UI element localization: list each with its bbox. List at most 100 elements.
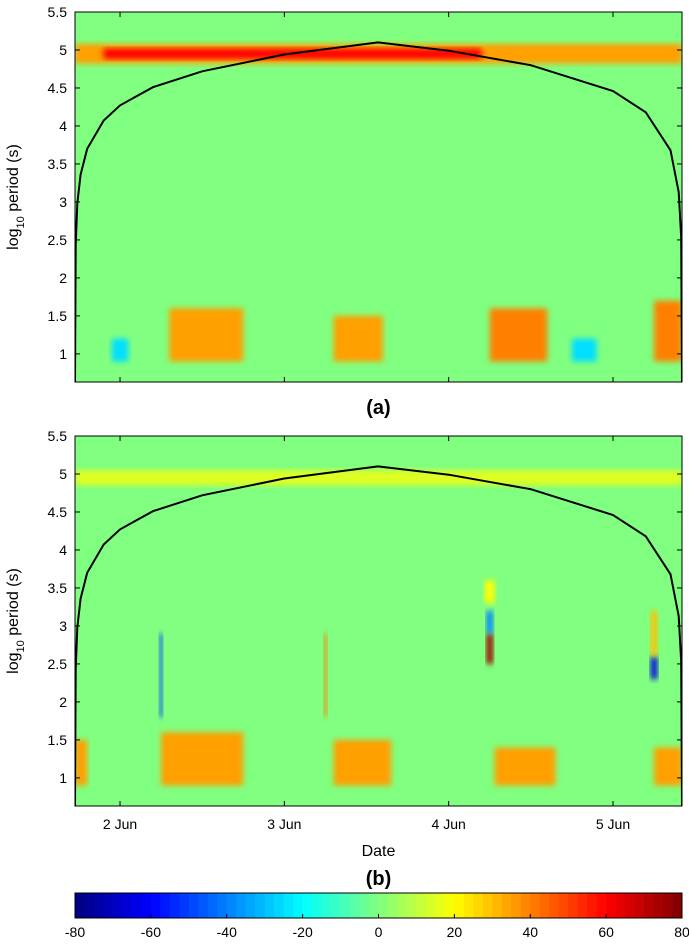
- colorbar-swatch: [93, 893, 104, 918]
- colorbar-swatch: [169, 893, 180, 918]
- y-tick-label: 3.5: [48, 156, 68, 172]
- colorbar-swatch: [112, 893, 123, 918]
- colorbar-swatch: [188, 893, 199, 918]
- colorbar-swatch: [160, 893, 171, 918]
- y-axis-label-part: 10: [15, 640, 27, 652]
- colorbar-swatch: [245, 893, 256, 918]
- heat-cell: [75, 470, 682, 486]
- colorbar-swatch: [425, 893, 436, 918]
- x-tick-label: 4 Jun: [432, 816, 466, 832]
- colorbar-swatch: [558, 893, 569, 918]
- y-tick-label: 2.5: [48, 232, 68, 248]
- heat-cell: [486, 633, 494, 664]
- colorbar-swatch: [359, 893, 370, 918]
- y-tick-label: 1.5: [48, 308, 68, 324]
- y-tick-label: 4: [59, 542, 67, 558]
- heat-cell: [571, 338, 597, 362]
- colorbar-swatch: [501, 893, 512, 918]
- heat-cell: [159, 633, 163, 718]
- colorbar-swatch: [549, 893, 560, 918]
- heat-cell: [161, 732, 244, 786]
- colorbar-swatch: [625, 893, 636, 918]
- colorbar-swatch: [141, 893, 152, 918]
- cone-of-influence: [75, 465, 682, 806]
- colorbar-swatch: [482, 893, 493, 918]
- y-tick-label: 4.5: [48, 504, 68, 520]
- y-tick-label: 3: [59, 194, 67, 210]
- colorbar-swatch: [150, 893, 161, 918]
- heat-cell: [494, 747, 556, 786]
- colorbar-swatch: [340, 893, 351, 918]
- colorbar-swatch: [274, 893, 285, 918]
- colorbar-swatch: [492, 893, 503, 918]
- heat-cell: [333, 315, 383, 362]
- colorbar-swatch: [84, 893, 95, 918]
- x-tick-label: 3 Jun: [267, 816, 301, 832]
- y-tick-label: 2: [59, 270, 67, 286]
- panel-title: (b): [366, 868, 392, 890]
- colorbar-tick-label: 0: [375, 924, 383, 940]
- colorbar-swatch: [454, 893, 465, 918]
- colorbar-swatch: [198, 893, 209, 918]
- colorbar-swatch: [511, 893, 522, 918]
- y-tick-label: 3.5: [48, 580, 68, 596]
- y-tick-label: 2: [59, 694, 67, 710]
- colorbar-swatch: [672, 893, 683, 918]
- y-tick-label: 5: [59, 466, 67, 482]
- colorbar-swatch: [236, 893, 247, 918]
- x-tick-label: 5 Jun: [596, 816, 630, 832]
- colorbar-swatch: [463, 893, 474, 918]
- y-tick-label: 1: [59, 770, 67, 786]
- colorbar-tick-label: 80: [674, 924, 689, 940]
- colorbar-swatch: [122, 893, 133, 918]
- colorbar-swatch: [312, 893, 323, 918]
- y-axis-label-part: log: [5, 652, 22, 673]
- colorbar-swatch: [255, 893, 266, 918]
- y-axis-label-part: 10: [15, 216, 27, 228]
- heat-cell: [654, 747, 682, 786]
- heat-cell: [650, 610, 658, 657]
- colorbar-swatch: [131, 893, 142, 918]
- heat-cell: [75, 739, 88, 786]
- colorbar-swatch: [378, 893, 389, 918]
- heat-cell: [333, 739, 392, 786]
- heat-cell: [486, 610, 494, 634]
- colorbar-swatch: [331, 893, 342, 918]
- colorbar-swatch: [634, 893, 645, 918]
- colorbar-swatch: [663, 893, 674, 918]
- colorbar-swatch: [520, 893, 531, 918]
- y-tick-label: 5.5: [48, 4, 68, 20]
- heat-cell: [654, 300, 682, 362]
- colorbar-swatch: [103, 893, 114, 918]
- panel-title: (a): [366, 397, 390, 419]
- plot-area: [75, 436, 682, 806]
- colorbar-tick-label: -40: [217, 924, 237, 940]
- colorbar-tick-label: 20: [447, 924, 463, 940]
- heat-cell: [169, 308, 244, 362]
- heat-cell: [484, 580, 495, 604]
- colorbar-swatch: [596, 893, 607, 918]
- colorbar-swatch: [444, 893, 455, 918]
- plot-frame: [74, 435, 683, 807]
- y-tick-label: 3: [59, 618, 67, 634]
- colorbar-tick-label: -60: [141, 924, 161, 940]
- colorbar-swatch: [226, 893, 237, 918]
- colorbar-swatch: [416, 893, 427, 918]
- heat-cell: [650, 656, 658, 680]
- y-axis-label-part: period (s): [5, 144, 22, 216]
- colorbar-swatch: [387, 893, 398, 918]
- colorbar-swatch: [302, 893, 313, 918]
- colorbar-swatch: [406, 893, 417, 918]
- x-tick-label: 2 Jun: [103, 816, 137, 832]
- colorbar-swatch: [653, 893, 664, 918]
- x-axis-label: Date: [362, 843, 396, 860]
- colorbar-tick-label: 60: [598, 924, 614, 940]
- colorbar-swatch: [179, 893, 190, 918]
- colorbar-swatch: [217, 893, 228, 918]
- y-tick-label: 2.5: [48, 656, 68, 672]
- y-axis-label: log10 period (s): [5, 568, 27, 674]
- y-axis-label: log10 period (s): [5, 144, 27, 250]
- y-tick-label: 4: [59, 118, 67, 134]
- y-tick-label: 1: [59, 346, 67, 362]
